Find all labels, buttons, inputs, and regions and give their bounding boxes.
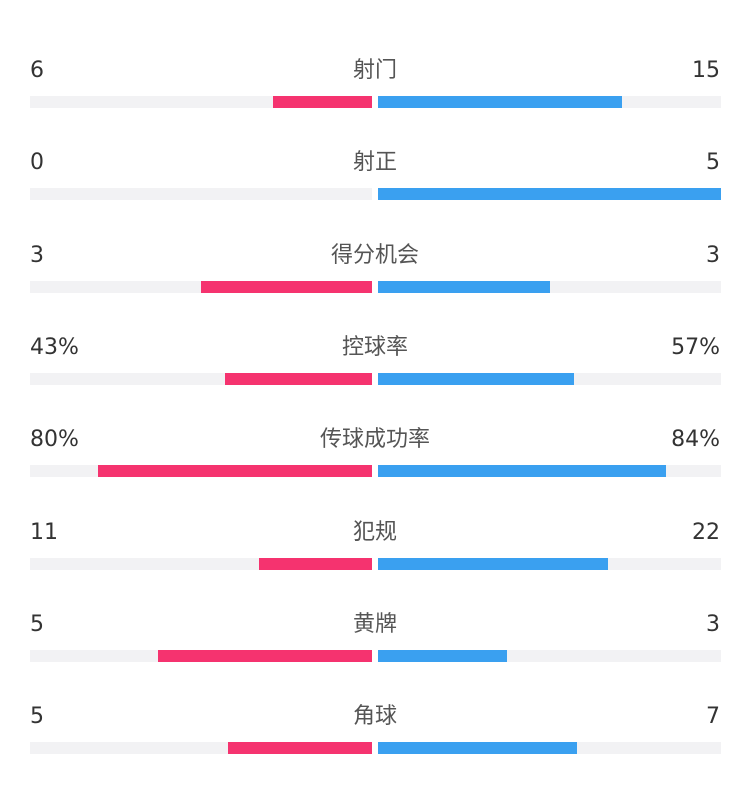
home-value: 11 [30, 519, 58, 545]
home-bar-track [30, 188, 372, 201]
away-value: 7 [706, 704, 720, 730]
home-bar-fill [158, 649, 372, 662]
stat-label: 犯规 [352, 519, 397, 545]
away-bar-fill [378, 465, 667, 478]
home-bar-fill [201, 280, 372, 293]
stat-label: 控球率 [341, 334, 408, 360]
stat-row-possession: 43% 控球率 57% [0, 332, 750, 392]
home-bar-track [30, 557, 372, 570]
home-bar-fill [259, 557, 372, 570]
away-bar-track [378, 372, 721, 385]
away-bar-fill [378, 372, 574, 385]
home-bar-fill [224, 372, 372, 385]
stat-row-yellow-cards: 5 黄牌 3 [0, 609, 750, 669]
stat-row-chances: 3 得分机会 3 [0, 240, 750, 300]
away-value: 22 [692, 519, 720, 545]
home-bar-track [30, 742, 372, 755]
away-value: 5 [706, 150, 720, 176]
home-bar-fill [228, 742, 372, 755]
stat-label: 射门 [352, 58, 397, 83]
stat-row-shots-on-target: 0 射正 5 [0, 147, 750, 207]
away-bar-track [378, 742, 721, 755]
home-bar-track [30, 649, 372, 662]
home-value: 0 [30, 150, 44, 176]
stat-row-fouls: 11 犯规 22 [0, 517, 750, 577]
away-bar-fill [378, 649, 507, 662]
away-value: 15 [692, 58, 720, 83]
stat-label: 得分机会 [330, 242, 419, 268]
away-bar-fill [378, 280, 550, 293]
stat-label: 角球 [352, 704, 397, 730]
stat-label: 射正 [352, 150, 397, 176]
away-bar-fill [378, 557, 608, 570]
away-bar-track [378, 188, 721, 201]
stat-row-shots: 6 射门 15 [0, 55, 750, 115]
home-bar-track [30, 465, 372, 478]
home-value: 6 [30, 58, 44, 83]
stat-row-corners: 5 角球 7 [0, 701, 750, 761]
home-bar-track [30, 280, 372, 293]
home-value: 3 [30, 242, 44, 268]
stat-label: 黄牌 [352, 611, 397, 637]
away-bar-track [378, 280, 721, 293]
home-value: 80% [30, 427, 79, 453]
away-bar-track [378, 649, 721, 662]
away-value: 84% [671, 427, 720, 453]
away-bar-track [378, 96, 721, 108]
home-bar-track [30, 372, 372, 385]
home-bar-track [30, 96, 372, 108]
stat-label: 传球成功率 [319, 427, 430, 453]
away-value: 57% [671, 334, 720, 360]
away-bar-track [378, 465, 721, 478]
away-bar-fill [378, 742, 577, 755]
away-bar-fill [378, 188, 721, 201]
home-value: 5 [30, 704, 44, 730]
stat-row-pass-accuracy: 80% 传球成功率 84% [0, 424, 750, 484]
home-bar-fill [98, 465, 372, 478]
home-value: 43% [30, 334, 79, 360]
away-value: 3 [706, 242, 720, 268]
away-value: 3 [706, 611, 720, 637]
home-value: 5 [30, 611, 44, 637]
away-bar-track [378, 557, 721, 570]
home-bar-fill [272, 96, 372, 108]
away-bar-fill [378, 96, 622, 108]
